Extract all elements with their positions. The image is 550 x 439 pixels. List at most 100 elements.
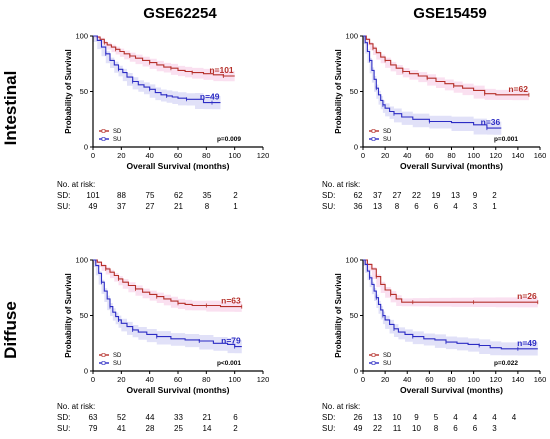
- km-panel-2: 0 50 100 0 20 40 60 80 100 120 140 160 Overall Survi…: [322, 32, 546, 211]
- n-label-sd: n=62: [508, 84, 528, 94]
- survival-curve-su: [363, 35, 502, 129]
- risk-value-su: 14: [203, 424, 212, 433]
- risk-value-sd: 33: [174, 413, 183, 422]
- n-label-sd: n=63: [221, 296, 241, 306]
- risk-value-su: 21: [174, 202, 183, 211]
- y-axis-title: Probability of Survival: [64, 273, 73, 357]
- risk-value-su: 1: [492, 202, 497, 211]
- n-label-sd: n=26: [517, 291, 537, 301]
- risk-label-sd: SD:: [57, 413, 70, 422]
- risk-value-sd: 26: [354, 413, 363, 422]
- risk-value-sd: 13: [451, 191, 460, 200]
- risk-value-su: 13: [373, 202, 382, 211]
- risk-value-sd: 4: [453, 413, 458, 422]
- x-tick-label: 20: [117, 375, 125, 384]
- legend-label-sd: SD: [383, 353, 392, 359]
- risk-value-sd: 35: [203, 191, 212, 200]
- risk-value-sd: 22: [412, 191, 421, 200]
- risk-value-sd: 75: [146, 191, 155, 200]
- risk-value-sd: 4: [473, 413, 478, 422]
- x-tick-label: 140: [512, 375, 525, 384]
- x-tick-label: 100: [467, 151, 480, 160]
- legend-label-su: SU: [113, 361, 121, 367]
- risk-value-sd: 101: [86, 191, 100, 200]
- x-tick-label: 20: [381, 375, 389, 384]
- x-tick-label: 100: [228, 151, 241, 160]
- risk-value-su: 8: [205, 202, 210, 211]
- y-tick-label: 100: [345, 256, 358, 265]
- risk-table-heading: No. at risk:: [57, 180, 95, 189]
- risk-value-sd: 19: [432, 191, 441, 200]
- km-panel-4: 0 50 100 0 20 40 60 80 100 120 140 160 Overall Survi…: [322, 256, 546, 433]
- p-value: p=0.001: [494, 136, 518, 143]
- risk-table-heading: No. at risk:: [57, 402, 95, 411]
- y-axis-title: Probability of Survival: [334, 49, 343, 133]
- survival-curve-sd: [93, 259, 242, 308]
- risk-value-sd: 5: [434, 413, 439, 422]
- x-tick-label: 60: [174, 151, 182, 160]
- x-tick-label: 120: [489, 151, 502, 160]
- y-tick-label: 50: [350, 311, 358, 320]
- risk-value-sd: 4: [512, 413, 517, 422]
- legend-marker-su: [101, 137, 106, 141]
- y-tick-label: 0: [354, 143, 358, 152]
- confidence-band-sd: [93, 260, 242, 312]
- risk-value-sd: 44: [146, 413, 155, 422]
- legend-label-sd: SD: [113, 129, 122, 135]
- risk-label-su: SU:: [322, 424, 335, 433]
- x-tick-label: 80: [447, 375, 455, 384]
- x-tick-label: 80: [202, 151, 210, 160]
- n-label-su: n=49: [517, 338, 537, 348]
- x-tick-label: 120: [489, 375, 502, 384]
- y-tick-label: 50: [350, 87, 358, 96]
- column-title-gse62254: GSE62254: [143, 5, 217, 22]
- risk-value-su: 11: [393, 424, 402, 433]
- x-tick-label: 40: [145, 375, 153, 384]
- legend-marker-sd: [371, 353, 376, 357]
- risk-value-sd: 88: [117, 191, 126, 200]
- risk-value-su: 41: [117, 424, 126, 433]
- y-tick-label: 100: [345, 32, 358, 41]
- x-tick-label: 40: [403, 151, 411, 160]
- risk-label-su: SU:: [57, 424, 70, 433]
- x-tick-label: 0: [91, 151, 95, 160]
- risk-value-su: 10: [412, 424, 421, 433]
- risk-value-su: 28: [146, 424, 155, 433]
- y-axis-title: Probability of Survival: [64, 49, 73, 133]
- x-axis-title: Overall Survival (months): [400, 161, 503, 171]
- x-tick-label: 120: [257, 151, 270, 160]
- x-tick-label: 0: [361, 375, 365, 384]
- risk-value-sd: 27: [393, 191, 402, 200]
- legend-marker-sd: [101, 129, 106, 133]
- risk-value-su: 6: [414, 202, 419, 211]
- legend-marker-su: [371, 137, 376, 141]
- risk-value-su: 27: [146, 202, 155, 211]
- risk-value-su: 2: [233, 424, 238, 433]
- x-tick-label: 60: [425, 375, 433, 384]
- survival-curve-su: [93, 35, 221, 104]
- risk-value-su: 6: [453, 424, 458, 433]
- n-label-su: n=49: [200, 92, 220, 102]
- confidence-band-su: [363, 260, 538, 356]
- survival-curve-sd: [363, 35, 529, 96]
- legend-label-sd: SD: [383, 129, 392, 135]
- risk-value-sd: 37: [373, 191, 382, 200]
- risk-value-su: 37: [117, 202, 126, 211]
- km-panel-3: 0 50 100 0 20 40 60 80 100 120 Overall Survival (m…: [57, 256, 269, 433]
- risk-value-sd: 10: [393, 413, 402, 422]
- y-axis-title: Probability of Survival: [334, 273, 343, 357]
- risk-value-su: 79: [89, 424, 98, 433]
- risk-value-su: 6: [473, 424, 478, 433]
- confidence-band-sd: [93, 36, 235, 82]
- p-value: p<0.001: [217, 360, 241, 367]
- risk-value-sd: 9: [414, 413, 419, 422]
- p-value: p=0.009: [217, 136, 241, 143]
- confidence-band-su: [93, 36, 221, 110]
- risk-value-su: 22: [373, 424, 382, 433]
- column-title-gse15459: GSE15459: [413, 5, 486, 22]
- p-value: p=0.022: [494, 360, 518, 367]
- survival-curve-sd: [363, 259, 538, 303]
- x-axis-title: Overall Survival (months): [400, 385, 503, 395]
- risk-value-su: 6: [434, 202, 439, 211]
